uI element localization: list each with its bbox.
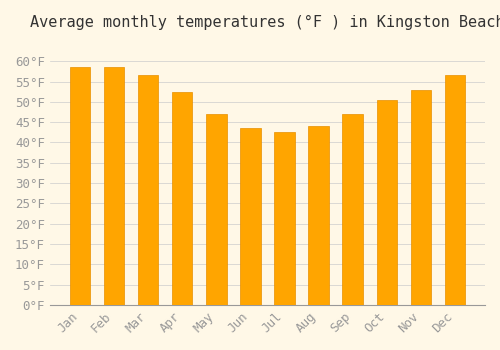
Bar bbox=[410, 90, 431, 305]
Bar bbox=[206, 114, 227, 305]
Title: Average monthly temperatures (°F ) in Kingston Beach: Average monthly temperatures (°F ) in Ki… bbox=[30, 15, 500, 30]
Bar bbox=[308, 126, 329, 305]
Bar bbox=[376, 100, 397, 305]
Bar bbox=[240, 128, 260, 305]
Bar bbox=[445, 76, 465, 305]
Bar bbox=[138, 76, 158, 305]
Bar bbox=[70, 67, 90, 305]
Bar bbox=[172, 92, 193, 305]
Bar bbox=[274, 132, 294, 305]
Bar bbox=[342, 114, 363, 305]
Bar bbox=[104, 67, 124, 305]
